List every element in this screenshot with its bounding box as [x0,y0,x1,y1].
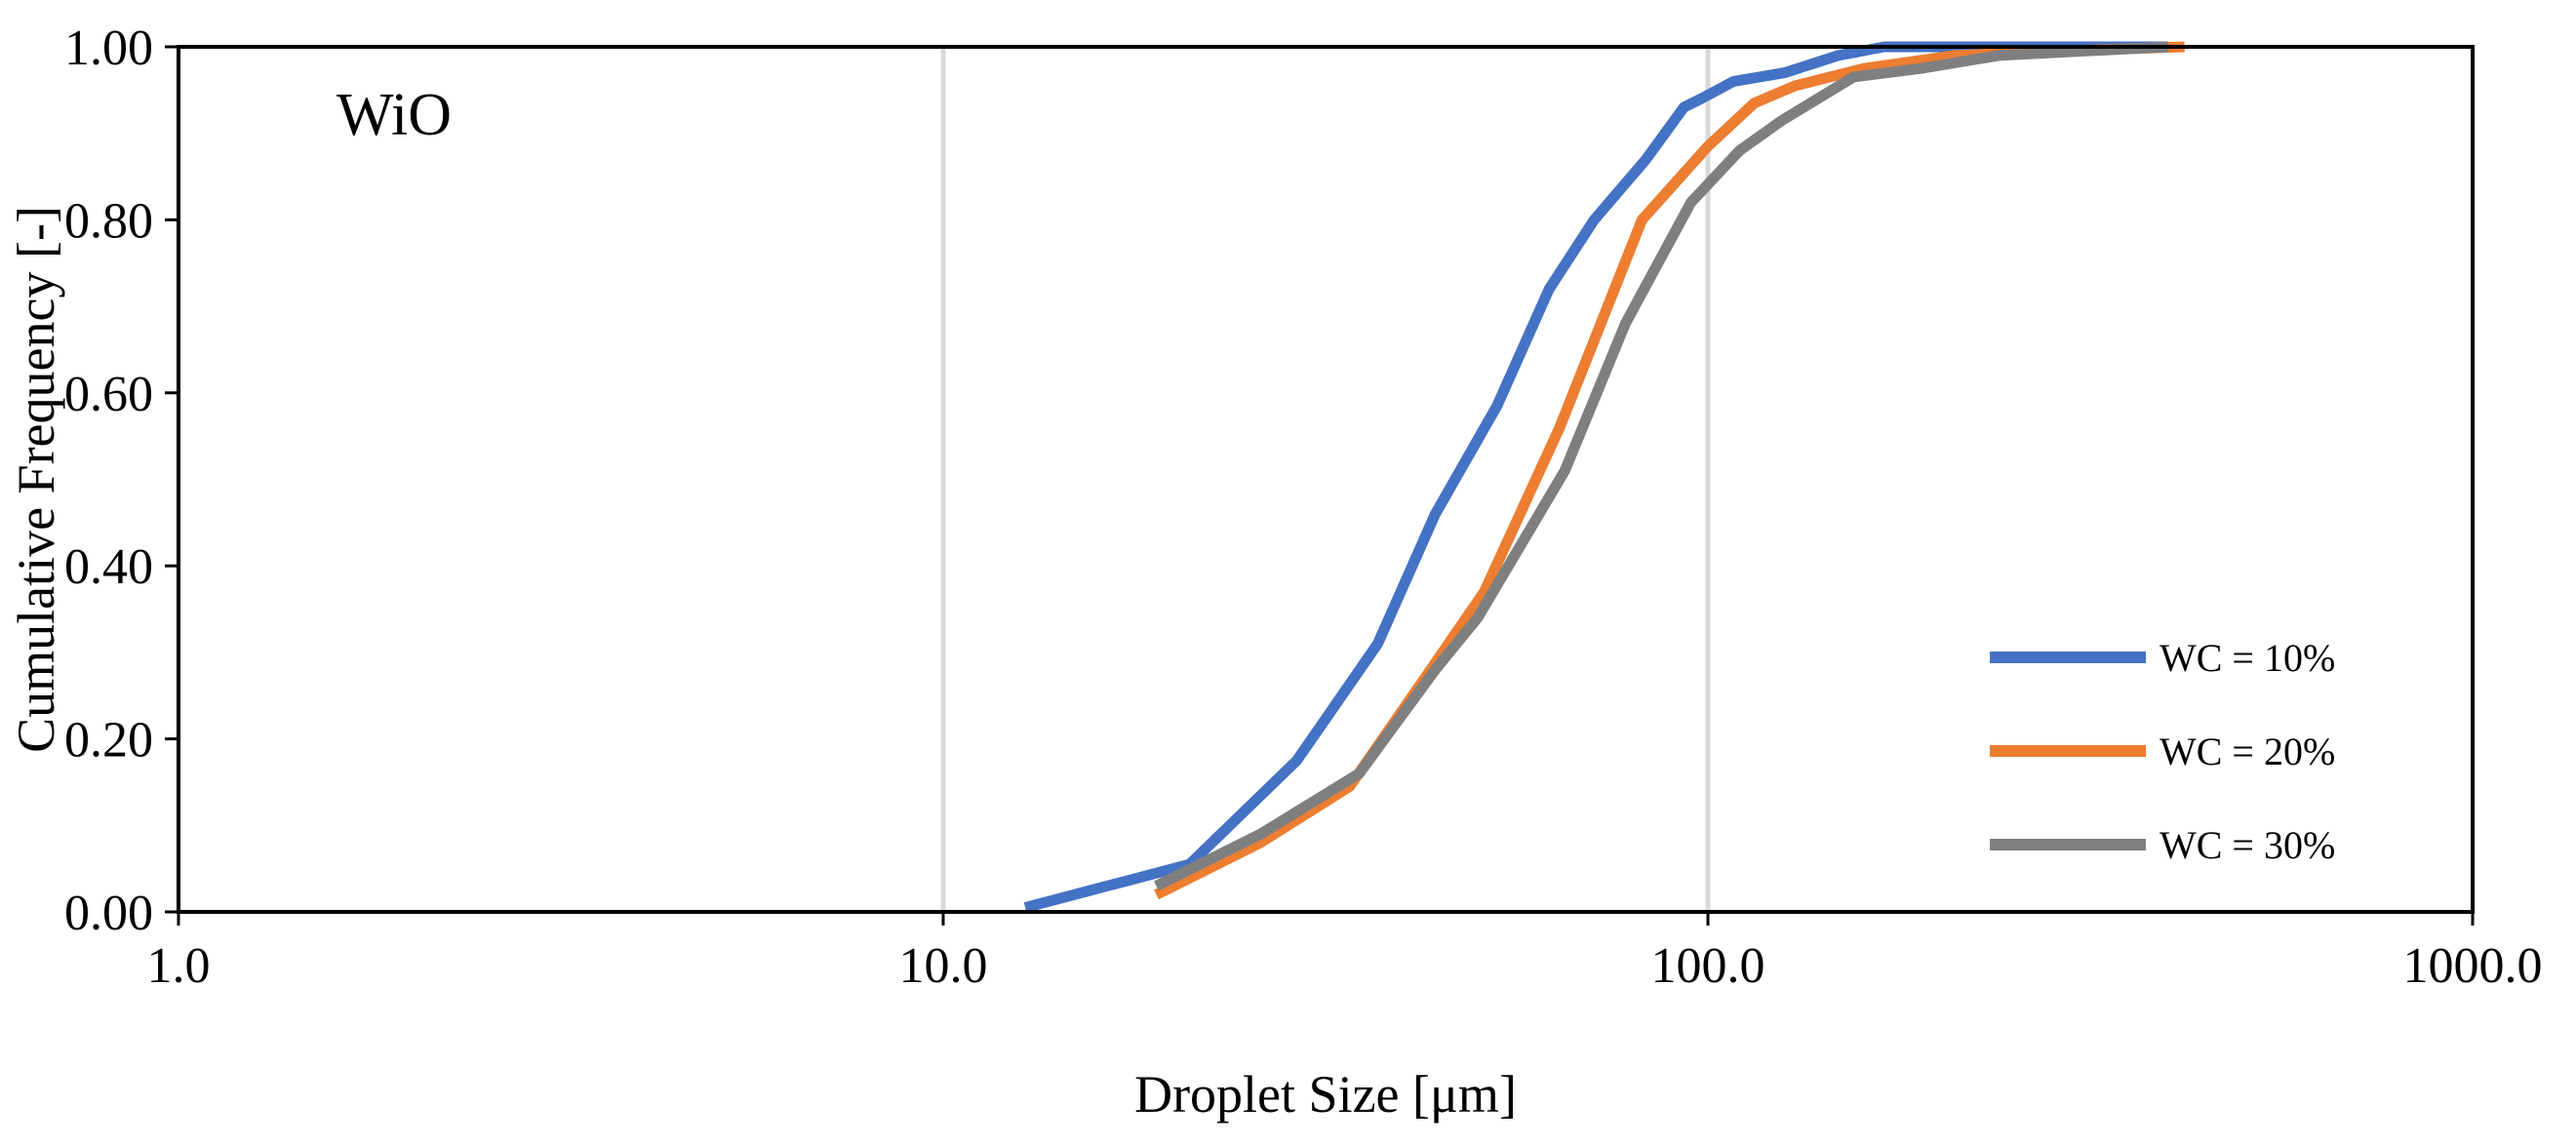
y-tick-label: 0.40 [64,539,153,595]
legend-label-3: WC = 30% [2160,823,2335,867]
panel-annotation: WiO [337,82,452,148]
x-axis-ticks: 1.0 10.0 100.0 1000.0 [147,912,2543,994]
y-tick-label: 0.00 [64,886,153,941]
x-axis-title: Droplet Size [μm] [1134,1065,1517,1124]
legend-label-2: WC = 20% [2160,730,2335,773]
y-tick-label: 0.80 [64,193,153,249]
y-tick-label: 1.00 [64,20,153,76]
x-tick-label: 1000.0 [2403,938,2543,994]
y-axis-ticks: 0.00 0.20 0.40 0.60 0.80 1.00 [64,20,178,941]
legend-label-1: WC = 10% [2160,636,2335,680]
x-tick-label: 10.0 [899,938,988,994]
series-line-3 [1154,41,2169,891]
x-tick-label: 100.0 [1651,938,1765,994]
x-tick-label: 1.0 [147,938,211,994]
legend: WC = 10% WC = 20% WC = 30% [1990,636,2335,867]
plot-area-frame [177,45,2475,914]
series-line-1 [1023,41,2168,913]
y-tick-label: 0.60 [64,367,153,422]
y-tick-label: 0.20 [64,713,153,769]
y-axis-title: Cumulative Frequency [-] [7,206,65,753]
series-lines [1023,41,2185,913]
